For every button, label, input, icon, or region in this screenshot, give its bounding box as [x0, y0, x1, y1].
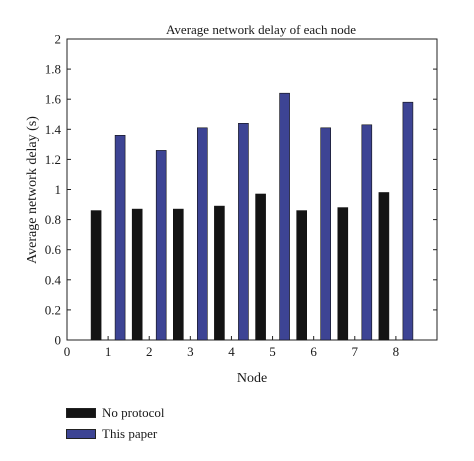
- x-tick-label: 0: [64, 344, 71, 359]
- x-axis-label: Node: [237, 371, 267, 386]
- y-tick-label: 1.6: [45, 92, 62, 107]
- x-ticks: 0 1 2 3 4 5 6 7 8: [64, 336, 399, 359]
- legend-item-no-protocol: No protocol: [66, 402, 164, 423]
- bar-no-protocol-node-5: [255, 193, 266, 341]
- legend-label-no-protocol: No protocol: [102, 404, 165, 420]
- y-tick-label: 2: [55, 32, 62, 47]
- x-tick-label: 3: [187, 344, 194, 359]
- x-tick-label: 7: [352, 344, 359, 359]
- y-tick-label: 0.8: [45, 212, 61, 227]
- x-tick-label: 1: [105, 344, 112, 359]
- bar-this-paper-node-5: [279, 92, 290, 341]
- y-tick-label: 1: [55, 182, 62, 197]
- y-tick-label: 0.2: [45, 302, 61, 317]
- bar-this-paper-node-8: [402, 101, 414, 341]
- bar-this-paper-node-7: [361, 124, 373, 341]
- bar-no-protocol-node-7: [337, 207, 349, 341]
- bar-no-protocol-node-1: [90, 210, 102, 341]
- legend-item-this-paper: This paper: [66, 423, 164, 444]
- bars-group: [90, 92, 414, 341]
- chart-title: Average network delay of each node: [166, 22, 356, 37]
- legend-label-this-paper: This paper: [102, 425, 158, 441]
- bar-no-protocol-node-6: [296, 210, 308, 341]
- y-ticks: 0 0.2 0.4 0.6 0.8 1 1.2 1.4 1.6 1.8 2: [45, 32, 437, 348]
- bar-this-paper-node-2: [155, 150, 167, 341]
- bar-this-paper-node-1: [114, 135, 126, 341]
- legend: No protocol This paper: [66, 402, 164, 444]
- y-tick-label: 0.4: [45, 272, 62, 287]
- y-tick-label: 0: [55, 333, 62, 348]
- x-tick-label: 2: [146, 344, 153, 359]
- legend-swatch-no-protocol: [66, 407, 96, 418]
- y-axis-label: Average network delay (s): [25, 116, 40, 264]
- bar-this-paper-node-4: [238, 123, 249, 341]
- x-tick-label: 4: [228, 344, 235, 359]
- y-tick-label: 1.8: [45, 62, 61, 77]
- x-tick-label: 8: [393, 344, 400, 359]
- bar-this-paper-node-6: [320, 127, 332, 341]
- y-tick-label: 0.6: [45, 242, 62, 257]
- bar-no-protocol-node-3: [173, 208, 184, 341]
- y-tick-label: 1.2: [45, 152, 61, 167]
- bar-no-protocol-node-4: [214, 205, 225, 341]
- legend-swatch-this-paper: [66, 428, 96, 439]
- y-tick-label: 1.4: [45, 122, 62, 137]
- bar-no-protocol-node-2: [131, 208, 143, 341]
- x-tick-label: 6: [310, 344, 317, 359]
- bar-no-protocol-node-8: [378, 192, 390, 341]
- x-tick-label: 5: [269, 344, 276, 359]
- bar-this-paper-node-3: [197, 127, 208, 341]
